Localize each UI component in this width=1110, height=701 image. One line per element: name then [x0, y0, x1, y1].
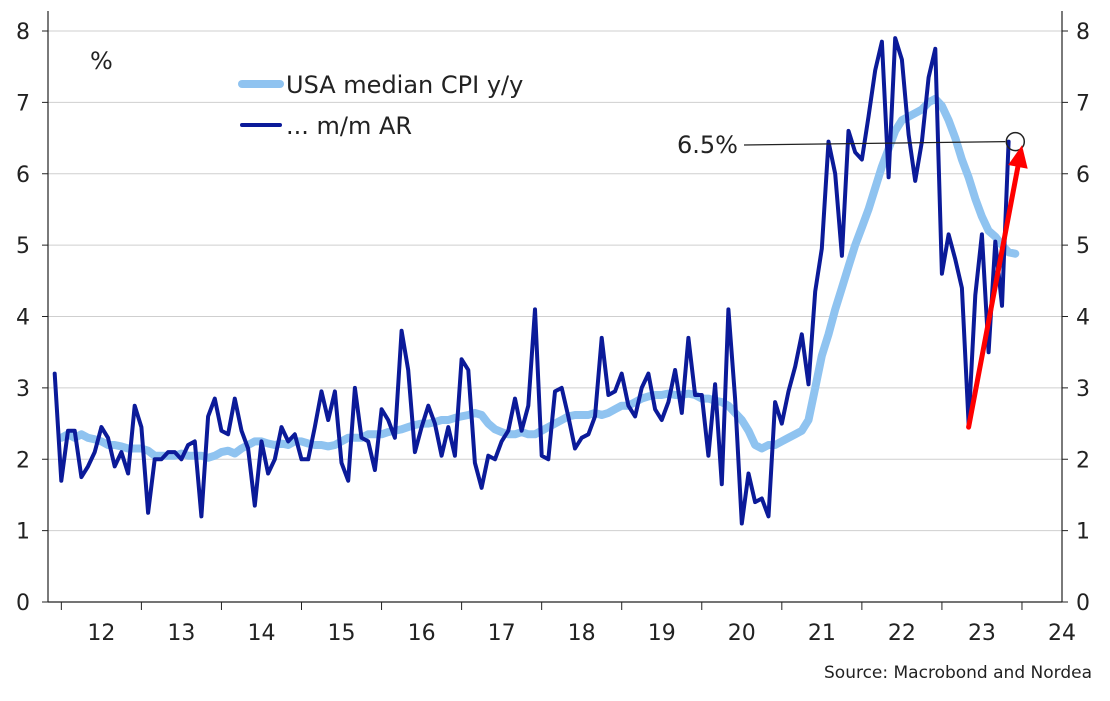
y-tick-right-2: 2 [1076, 448, 1090, 473]
x-tick-label-20: 20 [728, 621, 756, 646]
x-tick-label-12: 12 [87, 621, 115, 646]
annotation-layer: 6.5% [677, 131, 1026, 159]
series-line-1 [52, 36, 1011, 526]
x-tick-label-18: 18 [568, 621, 596, 646]
x-tick-label-13: 13 [167, 621, 195, 646]
y-tick-left-5: 5 [16, 234, 30, 259]
legend: USA median CPI y/y ... m/m AR [238, 71, 523, 140]
annotation-marker [1005, 131, 1026, 152]
y-tick-right-6: 6 [1076, 163, 1090, 188]
series-layer [52, 36, 1020, 526]
legend-label-mm-ar: ... m/m AR [286, 112, 412, 140]
y-tick-left-8: 8 [16, 20, 30, 45]
y-tick-left-6: 6 [16, 163, 30, 188]
x-tick-label-23: 23 [968, 621, 996, 646]
y-tick-left-1: 1 [16, 520, 30, 545]
y-tick-right-7: 7 [1076, 91, 1090, 116]
y-axis-left: 0 1 2 3 4 5 6 7 8 [16, 20, 48, 616]
annotation-leader-line [743, 141, 1006, 146]
x-tick-label-21: 21 [808, 621, 836, 646]
x-tick-label-24: 24 [1048, 621, 1076, 646]
annotation-label: 6.5% [677, 131, 738, 159]
unit-label: % [90, 47, 113, 75]
y-tick-right-3: 3 [1076, 377, 1090, 402]
axes [47, 11, 1063, 603]
y-axis-right: 0 1 2 3 4 5 6 7 8 [1062, 20, 1090, 616]
y-tick-left-4: 4 [16, 306, 30, 331]
y-tick-left-7: 7 [16, 91, 30, 116]
y-tick-right-1: 1 [1076, 520, 1090, 545]
y-tick-left-2: 2 [16, 448, 30, 473]
y-tick-left-0: 0 [16, 591, 30, 616]
trend-arrow-head [1008, 145, 1028, 169]
x-tick-label-16: 16 [408, 621, 436, 646]
x-tick-label-15: 15 [328, 621, 356, 646]
x-tick-label-14: 14 [247, 621, 275, 646]
x-tick-label-22: 22 [888, 621, 916, 646]
y-tick-left-3: 3 [16, 377, 30, 402]
source-note: Source: Macrobond and Nordea [824, 663, 1092, 683]
series-line-0 [57, 94, 1020, 462]
y-tick-right-8: 8 [1076, 20, 1090, 45]
x-tick-label-19: 19 [648, 621, 676, 646]
grid-lines [48, 30, 1062, 603]
legend-label-median-cpi: USA median CPI y/y [286, 71, 523, 99]
trend-arrow-shaft [966, 164, 1021, 430]
trend-arrow [966, 145, 1028, 430]
y-tick-right-4: 4 [1076, 306, 1090, 331]
x-tick-label-17: 17 [488, 621, 516, 646]
y-tick-right-5: 5 [1076, 234, 1090, 259]
x-axis: 12 13 14 15 16 17 18 19 20 21 22 23 24 [60, 602, 1076, 646]
y-tick-right-0: 0 [1076, 591, 1090, 616]
